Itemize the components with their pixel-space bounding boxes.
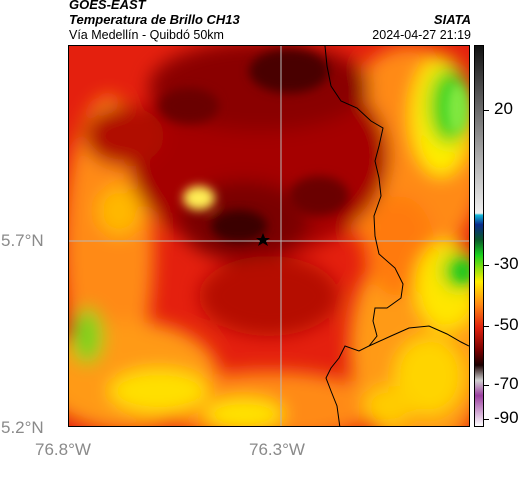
colorbar-tick [484, 110, 489, 111]
colorbar-label-minus-70: -70 [494, 374, 519, 393]
product-title: Temperatura de Brillo CH13 [69, 12, 240, 27]
colorbar-tick [484, 385, 489, 386]
brightness-temperature-map [69, 46, 469, 426]
brand-label: SIATA [433, 12, 471, 27]
boundary-line [324, 46, 404, 426]
colorbar-tick [484, 326, 489, 327]
cold-cloud-tops [159, 49, 469, 282]
colorbar-gradient [475, 46, 483, 426]
colorbar-label-20: 20 [494, 99, 513, 118]
colorbar-tick [484, 265, 489, 266]
lat-label-5.7: 5.7°N [1, 231, 44, 250]
colorbar [474, 45, 484, 427]
region-subtitle: Vía Medellín - Quibdó 50km [69, 28, 224, 42]
map-panel[interactable] [68, 45, 470, 427]
timestamp-label: 2024-04-27 21:19 [372, 28, 471, 42]
colorbar-label-minus-50: -50 [494, 315, 519, 334]
boundary-line-east [368, 325, 469, 347]
lon-label-76.8: 76.8°W [35, 440, 91, 459]
colorbar-tick [484, 419, 489, 420]
colorbar-label-minus-30: -30 [494, 254, 519, 273]
lon-label-76.3: 76.3°W [249, 440, 305, 459]
city-marker-icon[interactable] [256, 233, 270, 246]
lat-label-5.2: 5.2°N [1, 418, 44, 437]
satellite-title: GOES-EAST [69, 0, 146, 12]
colorbar-label-minus-90: -90 [494, 408, 519, 427]
